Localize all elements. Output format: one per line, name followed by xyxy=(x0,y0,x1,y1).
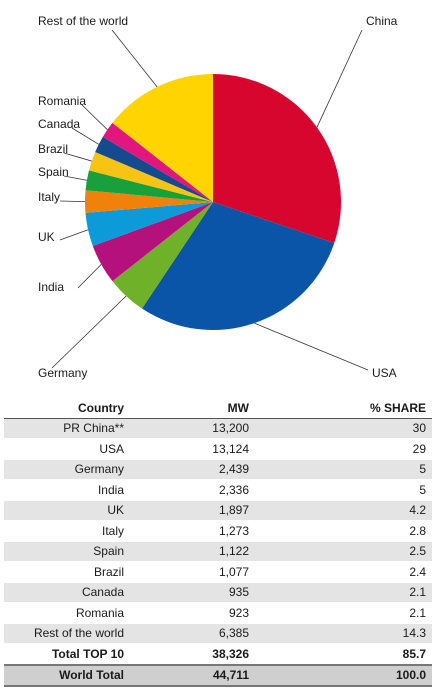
cell-country: World Total xyxy=(4,663,124,687)
pie-slice-rest-of-the-world xyxy=(112,74,213,202)
slice-label-germany: Germany xyxy=(38,366,87,380)
slice-label-brazil: Brazil xyxy=(38,142,68,156)
cell-share: 85.7 xyxy=(249,643,432,665)
table-row: India 2,336 5 xyxy=(4,479,432,501)
cell-country: India xyxy=(4,479,124,501)
cell-country: PR China** xyxy=(4,418,124,439)
cell-share: 4.2 xyxy=(249,500,432,521)
slice-label-romania: Romania xyxy=(38,94,86,108)
cell-country: UK xyxy=(4,500,124,521)
cell-mw: 6,385 xyxy=(124,623,249,644)
pie-slice-brazil xyxy=(88,151,213,202)
slice-label-rest-of-the-world: Rest of the world xyxy=(38,14,128,28)
pie-slice-germany xyxy=(112,202,213,309)
slice-label-italy: Italy xyxy=(38,190,60,204)
leader-line-rest-of-the-world xyxy=(111,29,158,88)
slice-label-india: India xyxy=(38,280,64,294)
cell-share: 2.1 xyxy=(249,602,432,624)
cell-country: Italy xyxy=(4,520,124,542)
slice-label-china: China xyxy=(366,14,398,28)
leader-line-usa xyxy=(254,322,369,371)
cell-country: Rest of the world xyxy=(4,623,124,644)
cell-country: USA xyxy=(4,438,124,460)
table-row: PR China** 13,200 30 xyxy=(4,418,432,439)
leader-line-brazil xyxy=(63,152,92,162)
cell-share: 5 xyxy=(249,479,432,501)
cell-share: 100.0 xyxy=(249,663,432,687)
cell-mw: 13,124 xyxy=(124,438,249,460)
cell-share: 30 xyxy=(249,418,432,439)
cell-mw: 1,897 xyxy=(124,500,249,521)
cell-share: 2.1 xyxy=(249,582,432,603)
cell-share: 14.3 xyxy=(249,623,432,644)
table-row: UK 1,897 4.2 xyxy=(4,500,432,521)
leader-line-china xyxy=(316,29,363,128)
slice-label-uk: UK xyxy=(38,230,55,244)
table-row: Rest of the world 6,385 14.3 xyxy=(4,623,432,644)
cell-mw: 44,711 xyxy=(124,663,249,687)
cell-mw: 923 xyxy=(124,602,249,624)
cell-mw: 13,200 xyxy=(124,418,249,439)
pie-slice-uk xyxy=(85,202,213,246)
pie-slice-romania xyxy=(102,122,213,202)
cell-country: Brazil xyxy=(4,561,124,583)
leader-line-italy xyxy=(59,200,86,202)
capacity-table: Country MW % SHARE PR China** 13,200 30 USA… xyxy=(4,398,432,687)
cell-share: 2.8 xyxy=(249,520,432,542)
pie-slice-spain xyxy=(85,170,213,202)
pie-slice-india xyxy=(92,202,213,282)
table-header-row: Country MW % SHARE xyxy=(4,398,432,419)
table-row: USA 13,124 29 xyxy=(4,438,432,460)
table-row: Germany 2,439 5 xyxy=(4,459,432,480)
table-row: Brazil 1,077 2.4 xyxy=(4,561,432,583)
total-top10-row: Total TOP 10 38,326 85.7 xyxy=(4,643,432,665)
cell-country: Germany xyxy=(4,459,124,480)
slice-label-canada: Canada xyxy=(38,117,80,131)
slice-label-usa: USA xyxy=(372,366,397,380)
cell-mw: 2,439 xyxy=(124,459,249,480)
leader-line-uk xyxy=(59,229,89,241)
pie-slice-usa xyxy=(142,202,335,331)
world-total-row: World Total 44,711 100.0 xyxy=(4,663,432,687)
leader-line-india xyxy=(77,264,102,289)
cell-share: 5 xyxy=(249,459,432,480)
pie-slice-china xyxy=(213,74,342,243)
table-row: Italy 1,273 2.8 xyxy=(4,520,432,542)
cell-share: 29 xyxy=(249,438,432,460)
slice-label-spain: Spain xyxy=(38,165,69,179)
header-country: Country xyxy=(4,398,124,419)
cell-country: Romania xyxy=(4,602,124,624)
pie-slice-canada xyxy=(95,136,213,202)
cell-mw: 2,336 xyxy=(124,479,249,501)
table-row: Spain 1,122 2.5 xyxy=(4,541,432,562)
table-row: Canada 935 2.1 xyxy=(4,582,432,603)
pie-slice-italy xyxy=(85,190,213,213)
cell-country: Canada xyxy=(4,582,124,603)
header-mw: MW xyxy=(124,398,249,419)
cell-mw: 38,326 xyxy=(124,643,249,665)
leader-line-germany xyxy=(51,295,127,369)
cell-country: Spain xyxy=(4,541,124,562)
leader-line-spain xyxy=(63,175,87,181)
pie-chart: China USA Germany India UK Italy Spain Brazil Ca… xyxy=(38,14,398,380)
header-share: % SHARE xyxy=(249,398,432,419)
cell-mw: 1,122 xyxy=(124,541,249,562)
leader-line-canada xyxy=(71,127,99,145)
leader-line-romania xyxy=(81,104,108,130)
cell-share: 2.5 xyxy=(249,541,432,562)
cell-mw: 935 xyxy=(124,582,249,603)
cell-mw: 1,077 xyxy=(124,561,249,583)
cell-share: 2.4 xyxy=(249,561,432,583)
table-row: Romania 923 2.1 xyxy=(4,602,432,624)
cell-mw: 1,273 xyxy=(124,520,249,542)
cell-country: Total TOP 10 xyxy=(4,643,124,665)
